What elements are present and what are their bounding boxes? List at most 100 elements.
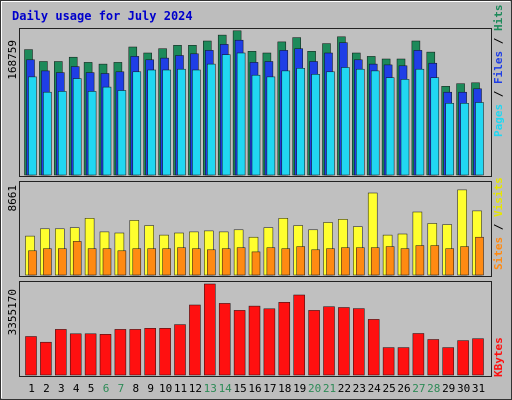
x-tick-label-day-25: 25: [382, 382, 395, 395]
sites-bar-day-20: [311, 249, 320, 276]
sites-bar-day-23: [356, 247, 365, 276]
pages-bar-day-5: [87, 91, 97, 176]
legend-visits: Visits: [492, 177, 505, 217]
kbytes-bar-day-23: [353, 308, 365, 376]
x-tick-label-day-8: 8: [132, 382, 139, 395]
pages-bar-day-30: [460, 103, 469, 176]
legend-sep-3: /: [492, 217, 505, 237]
pages-bar-day-20: [311, 74, 320, 176]
x-tick-label-day-15: 15: [233, 382, 246, 395]
kbytes-bar-day-25: [382, 347, 395, 376]
sites-bar-day-12: [192, 248, 201, 276]
kbytes-bar-day-21: [323, 306, 335, 376]
kbytes-bar-day-30: [457, 340, 469, 376]
sites-bar-day-18: [281, 248, 291, 276]
legend-hits: Hits: [492, 5, 505, 32]
sites-bar-day-26: [400, 248, 410, 276]
pages-bar-day-15: [236, 52, 246, 176]
kbytes-panel-legend: KBytes: [492, 337, 505, 377]
x-tick-label-day-7: 7: [118, 382, 125, 395]
chart-title: Daily usage for July 2024: [12, 9, 193, 23]
hits-panel-legend: Pages / Files / Hits: [492, 5, 505, 138]
pages-bar-day-8: [132, 71, 142, 176]
pages-bar-day-14: [221, 54, 231, 176]
sites-bar-day-21: [326, 248, 335, 276]
pages-bar-day-25: [385, 77, 395, 176]
kbytes-bar-day-26: [397, 347, 410, 376]
pages-bar-day-26: [400, 79, 410, 176]
x-tick-label-day-4: 4: [73, 382, 80, 395]
kbytes-bar-day-27: [412, 333, 425, 376]
sites-bar-day-29: [445, 248, 454, 276]
x-tick-label-day-9: 9: [147, 382, 154, 395]
kbytes-bar-day-20: [308, 310, 320, 376]
x-axis-labels: 1 2 3 4 5 6 7 8 9 10 11 12 13 14 15 16 17 18 19 20 21 22 23 24 2…: [28, 382, 485, 395]
visits-ytick-label: 8661: [6, 185, 19, 212]
pages-bar-day-24: [370, 70, 380, 176]
legend-pages: Pages: [492, 104, 505, 137]
pages-bar-day-23: [356, 68, 365, 176]
kbytes-bar-day-12: [189, 304, 201, 376]
kbytes-bar-day-18: [278, 302, 291, 376]
hits-ytick-label: 168759: [6, 40, 19, 80]
pages-bar-day-18: [281, 70, 291, 176]
x-tick-label-day-19: 19: [293, 382, 306, 395]
x-tick-label-day-6: 6: [103, 382, 110, 395]
pages-bar-day-9: [147, 69, 156, 176]
kbytes-bar-day-14: [218, 303, 231, 376]
pages-bar-day-21: [326, 71, 335, 176]
sites-bar-day-17: [266, 247, 276, 276]
kbytes-bar-day-24: [367, 319, 380, 376]
pages-bar-day-13: [207, 63, 216, 176]
kbytes-bar-day-16: [248, 305, 261, 376]
x-tick-label-day-27: 27: [412, 382, 425, 395]
pages-bar-day-27: [415, 68, 425, 176]
kbytes-bar-day-8: [129, 329, 142, 376]
sites-bar-day-22: [341, 247, 350, 276]
sites-bar-day-3: [58, 248, 67, 276]
kbytes-bar-day-31: [472, 338, 484, 376]
sites-bar-day-5: [87, 248, 97, 276]
legend-sites: Sites: [492, 237, 505, 270]
sites-bar-day-8: [132, 248, 142, 276]
bars-layer: [24, 30, 484, 376]
x-tick-label-day-28: 28: [427, 382, 440, 395]
pages-bar-day-17: [266, 76, 276, 176]
sites-bar-day-19: [296, 246, 305, 276]
x-tick-label-day-14: 14: [219, 382, 233, 395]
x-tick-label-day-5: 5: [88, 382, 95, 395]
pages-bar-day-7: [117, 90, 127, 176]
legend-sep-2: /: [492, 31, 505, 51]
x-tick-label-day-12: 12: [189, 382, 202, 395]
pages-bar-day-12: [192, 69, 201, 176]
kbytes-bar-day-3: [55, 329, 67, 376]
kbytes-bar-day-19: [293, 294, 305, 376]
pages-bar-day-4: [72, 78, 82, 176]
kbytes-ytick-label: 3355170: [6, 289, 19, 335]
kbytes-bar-day-22: [338, 307, 350, 376]
sites-bar-day-9: [147, 248, 156, 276]
sites-bar-day-24: [370, 247, 380, 276]
sites-bar-day-28: [430, 245, 440, 276]
x-tick-label-day-1: 1: [28, 382, 35, 395]
legend-sep-1: /: [492, 84, 505, 104]
visits-panel-legend: Sites / Visits: [492, 177, 505, 270]
kbytes-bar-day-15: [233, 310, 246, 376]
x-tick-label-day-26: 26: [397, 382, 410, 395]
x-tick-label-day-21: 21: [323, 382, 336, 395]
pages-bar-day-10: [162, 69, 171, 176]
kbytes-bar-day-10: [159, 328, 171, 376]
pages-bar-day-31: [475, 102, 484, 176]
pages-bar-day-1: [28, 76, 37, 176]
pages-bar-day-2: [43, 91, 52, 176]
x-tick-label-day-2: 2: [43, 382, 50, 395]
x-tick-label-day-24: 24: [368, 382, 382, 395]
pages-bar-day-19: [296, 68, 305, 176]
sites-bar-day-15: [236, 247, 246, 276]
kbytes-bar-day-6: [99, 334, 112, 376]
sites-bar-day-7: [117, 250, 127, 276]
sites-bar-day-25: [385, 246, 395, 276]
legend-kbytes: KBytes: [492, 337, 505, 377]
pages-bar-day-29: [445, 103, 454, 176]
